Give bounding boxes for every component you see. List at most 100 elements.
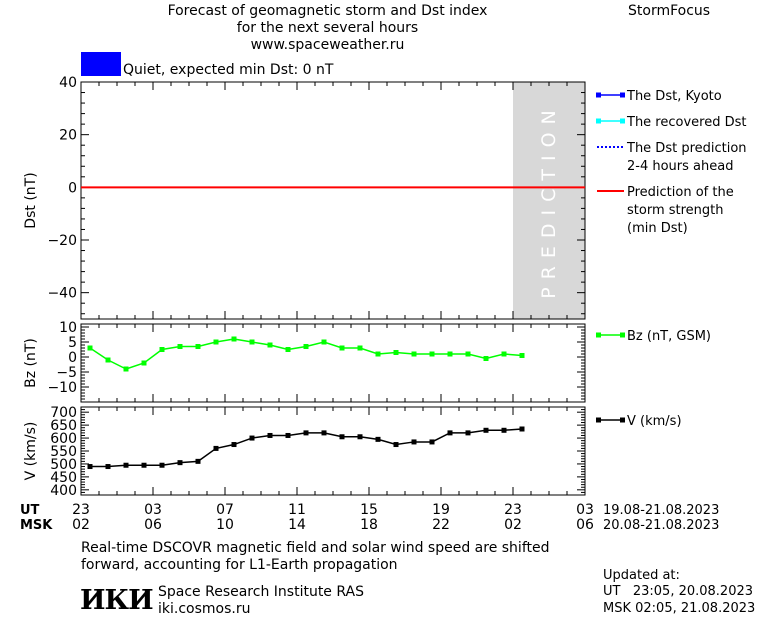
- legend-marker: [596, 332, 601, 338]
- y-tick-label: −20: [47, 233, 77, 249]
- legend-marker: [620, 417, 625, 423]
- institute-url[interactable]: iki.cosmos.ru: [158, 601, 251, 617]
- panel-frame: [80, 323, 586, 403]
- data-point: [123, 366, 129, 372]
- msk-tick-label: 02: [504, 517, 522, 533]
- website-link[interactable]: www.spaceweather.ru: [250, 37, 405, 53]
- panel-frame: [80, 406, 586, 496]
- msk-tick-label: 22: [432, 517, 450, 533]
- data-point: [87, 464, 93, 470]
- data-point: [429, 439, 435, 445]
- iki-logo: ИКИ: [80, 585, 154, 616]
- data-point: [159, 462, 165, 468]
- y-tick-label: −10: [47, 380, 77, 396]
- data-point: [303, 344, 309, 349]
- data-point: [213, 445, 219, 451]
- data-point: [357, 345, 363, 351]
- msk-tick-label: 06: [144, 517, 162, 533]
- data-point: [357, 434, 363, 440]
- series-line: [89, 338, 523, 370]
- data-point: [501, 351, 507, 357]
- legend-marker: [596, 118, 601, 124]
- msk-tick-label: 06: [576, 517, 594, 533]
- data-point: [285, 432, 291, 438]
- data-point: [429, 351, 435, 357]
- legend-label: The recovered Dst: [626, 115, 746, 130]
- y-tick-label: 20: [59, 128, 77, 144]
- footer-note-line2: forward, accounting for L1-Earth propaga…: [81, 557, 398, 573]
- ut-tick-label: 11: [288, 502, 306, 518]
- brand-label: StormFocus: [628, 3, 711, 19]
- y-tick-label: 10: [59, 320, 77, 336]
- updated-msk: MSK 02:05, 21.08.2023: [603, 601, 756, 616]
- msk-date-range: 20.08-21.08.2023: [603, 518, 719, 533]
- legend-marker: [620, 118, 625, 124]
- ut-tick-label: 03: [576, 502, 594, 518]
- data-point: [285, 347, 291, 352]
- ut-tick-label: 23: [72, 502, 90, 518]
- footer-note-line1: Real-time DSCOVR magnetic field and sola…: [81, 540, 550, 556]
- updated-ut: UT 23:05, 20.08.2023: [603, 584, 754, 599]
- y-tick-label: 0: [68, 180, 77, 196]
- msk-tick-label: 18: [360, 517, 378, 533]
- ut-tick-label: 15: [360, 502, 378, 518]
- data-point: [231, 336, 237, 342]
- data-point: [321, 339, 327, 345]
- updated-label: Updated at:: [603, 568, 680, 583]
- data-point: [123, 462, 129, 468]
- legend-marker: [596, 92, 601, 98]
- data-point: [267, 432, 273, 438]
- legend-label: The Dst, Kyoto: [626, 89, 722, 104]
- data-point: [231, 442, 237, 448]
- y-tick-label: 650: [50, 418, 77, 434]
- y-axis-label: Bz (nT): [23, 338, 39, 388]
- data-point: [411, 439, 417, 445]
- data-point: [267, 342, 273, 348]
- data-point: [501, 427, 507, 433]
- legend-label: (min Dst): [627, 221, 688, 236]
- data-point: [303, 430, 309, 436]
- msk-axis-label: MSK: [20, 518, 53, 533]
- legend-marker: [596, 417, 601, 423]
- data-point: [519, 353, 525, 358]
- chart-title-line2: for the next several hours: [236, 20, 419, 36]
- data-point: [105, 357, 111, 363]
- data-point: [177, 460, 183, 466]
- data-point: [519, 426, 525, 432]
- y-tick-label: 600: [50, 431, 77, 447]
- data-point: [321, 430, 327, 436]
- legend-label: The Dst prediction: [626, 141, 747, 156]
- msk-tick-label: 14: [288, 517, 306, 533]
- ut-axis-label: UT: [20, 503, 40, 518]
- data-point: [411, 351, 417, 357]
- status-color-swatch: [81, 52, 121, 76]
- y-tick-label: 5: [68, 335, 77, 351]
- legend-marker: [620, 332, 625, 338]
- y-tick-label: 0: [68, 350, 77, 366]
- data-point: [375, 351, 381, 357]
- legend-label: Bz (nT, GSM): [627, 329, 711, 344]
- msk-tick-label: 02: [72, 517, 90, 533]
- ut-tick-label: 19: [432, 502, 450, 518]
- ut-tick-label: 07: [216, 502, 234, 518]
- ut-tick-label: 03: [144, 502, 162, 518]
- data-point: [393, 350, 399, 355]
- data-point: [249, 435, 255, 441]
- chart-title-line1: Forecast of geomagnetic storm and Dst in…: [167, 3, 488, 19]
- data-point: [177, 344, 183, 349]
- data-point: [483, 356, 489, 361]
- data-point: [105, 464, 111, 470]
- y-tick-label: 450: [50, 470, 77, 486]
- data-point: [447, 430, 453, 436]
- y-tick-label: 550: [50, 444, 77, 460]
- msk-tick-label: 10: [216, 517, 234, 533]
- data-point: [87, 345, 93, 351]
- ut-tick-label: 23: [504, 502, 522, 518]
- data-point: [141, 360, 147, 366]
- data-point: [339, 345, 345, 351]
- legend-label: storm strength: [627, 203, 724, 218]
- legend-label: Prediction of the: [627, 185, 734, 200]
- data-point: [213, 339, 219, 345]
- status-text: Quiet, expected min Dst: 0 nT: [123, 62, 334, 78]
